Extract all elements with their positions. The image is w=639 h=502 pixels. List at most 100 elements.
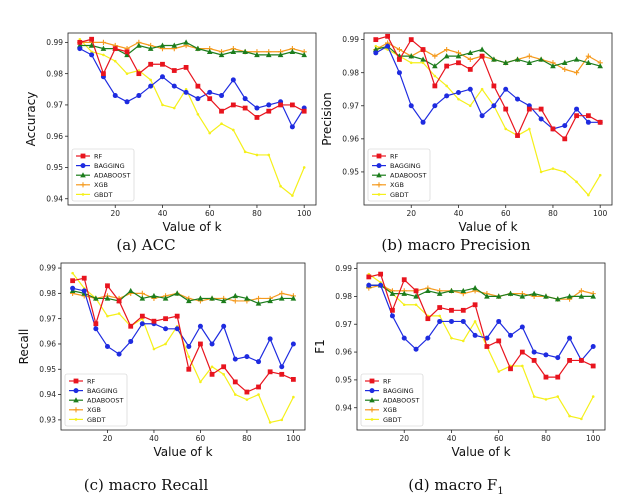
recall-point-rf: [279, 371, 285, 377]
precision-point-adaboost: [408, 53, 415, 59]
precision-point-bagging: [562, 123, 568, 129]
precision-point-adaboost: [467, 49, 474, 56]
accuracy-point-adaboost: [171, 42, 178, 48]
precision-xtick-label: 40: [454, 209, 464, 218]
accuracy-point-gbdt: [149, 78, 152, 82]
recall-point-rf: [151, 318, 157, 324]
precision-point-xgb: [444, 46, 450, 53]
f1-xtick-label: 60: [494, 434, 504, 443]
caption-precision: (b) macro Precision: [381, 236, 530, 254]
accuracy-point-bagging: [136, 93, 142, 99]
precision-series-rf: [373, 33, 603, 142]
accuracy-point-adaboost: [277, 51, 284, 58]
f1-legend-label-rf: RF: [383, 377, 392, 385]
precision-point-gbdt: [480, 87, 484, 91]
panel-precision: 0.95 0.96 0.97 0.98 0.99 20 40 60 80 100 Value of …: [320, 32, 613, 234]
recall-point-adaboost: [290, 295, 297, 301]
precision-xtick-label: 100: [593, 209, 608, 218]
f1-point-rf: [555, 374, 561, 380]
f1-point-bagging: [378, 282, 384, 288]
caption-f1-main: (d) macro F: [408, 476, 497, 494]
recall-point-adaboost: [174, 290, 180, 296]
accuracy-point-gbdt: [291, 194, 294, 197]
accuracy-legend-label-bagging: BAGGING: [94, 162, 125, 170]
precision-point-rf: [444, 63, 450, 69]
recall-point-bagging: [128, 338, 134, 344]
f1-point-rf: [401, 277, 407, 283]
recall-point-adaboost: [278, 295, 285, 301]
recall-xtick-label: 20: [103, 434, 113, 443]
f1-point-rf: [484, 344, 490, 349]
recall-point-gbdt: [187, 355, 191, 358]
f1-point-adaboost: [401, 290, 408, 296]
precision-point-adaboost: [597, 63, 603, 69]
accuracy-xtick-label: 40: [158, 209, 168, 218]
accuracy-xtick-label: 20: [110, 209, 120, 218]
f1-point-adaboost: [389, 290, 396, 296]
f1-point-gbdt: [521, 364, 524, 368]
recall-point-adaboost: [255, 300, 262, 306]
f1-point-adaboost: [590, 293, 596, 299]
accuracy-point-gbdt: [90, 50, 93, 54]
recall-point-rf: [105, 283, 110, 289]
f1-point-bagging: [543, 352, 549, 358]
accuracy-point-bagging: [171, 83, 177, 89]
f1-point-rf: [472, 302, 478, 308]
f1-point-adaboost: [484, 293, 490, 299]
recall-point-bagging: [256, 359, 262, 365]
precision-point-rf: [597, 119, 603, 125]
f1-point-rf: [460, 307, 466, 313]
recall-ytick-label: 0.94: [39, 390, 56, 399]
recall-ytick-label: 0.93: [39, 415, 56, 424]
accuracy-x-axis-label: Value of k: [162, 220, 221, 234]
accuracy-point-rf: [219, 108, 224, 114]
precision-legend-marker-bagging: [376, 163, 382, 169]
precision-xtick-label: 60: [501, 209, 511, 218]
precision-point-bagging: [503, 86, 509, 92]
accuracy-series-rf: [77, 36, 307, 120]
accuracy-point-adaboost: [206, 48, 213, 54]
precision-point-rf: [491, 83, 497, 89]
accuracy-ytick-label: 0.94: [46, 194, 63, 203]
precision-legend-label-xgb: XGB: [390, 181, 404, 189]
accuracy-point-gbdt: [243, 150, 247, 154]
precision-point-gbdt: [409, 61, 413, 65]
precision-point-gbdt: [539, 170, 543, 174]
precision-point-rf: [574, 113, 579, 119]
f1-point-adaboost: [543, 293, 549, 299]
f1-point-adaboost: [425, 287, 431, 294]
f1-series-rf: [366, 271, 596, 380]
precision-point-gbdt: [433, 74, 437, 78]
accuracy-point-gbdt: [279, 184, 282, 188]
recall-point-rf: [174, 313, 180, 319]
precision-point-rf: [408, 37, 414, 43]
f1-point-gbdt: [473, 320, 477, 323]
recall-point-rf: [290, 376, 296, 382]
f1-point-rf: [543, 374, 549, 380]
f1-point-rf: [508, 366, 513, 372]
f1-point-bagging: [389, 313, 395, 319]
recall-point-rf: [128, 323, 134, 329]
accuracy-legend-marker-gbdt: [81, 193, 85, 196]
panel-recall: 0.93 0.94 0.95 0.96 0.97 0.98 0.99 20 40 60 80 100 V…: [17, 262, 306, 459]
precision-point-rf: [550, 126, 556, 132]
accuracy-point-gbdt: [232, 128, 235, 132]
f1-point-adaboost: [519, 293, 526, 299]
accuracy-point-rf: [77, 39, 83, 45]
accuracy-point-rf: [301, 108, 307, 114]
recall-point-adaboost: [197, 295, 204, 301]
f1-point-adaboost: [460, 287, 467, 294]
precision-point-rf: [385, 33, 391, 39]
recall-point-rf: [163, 316, 168, 322]
caption-accuracy: (a) ACC: [116, 236, 175, 254]
accuracy-point-bagging: [219, 93, 225, 99]
recall-xtick-label: 80: [242, 434, 252, 443]
f1-point-rf: [425, 316, 431, 322]
precision-point-gbdt: [445, 84, 448, 88]
f1-legend-label-xgb: XGB: [383, 406, 397, 414]
recall-point-bagging: [267, 336, 273, 342]
f1-point-gbdt: [591, 395, 595, 398]
f1-point-rf: [590, 363, 596, 369]
f1-point-gbdt: [544, 398, 548, 401]
